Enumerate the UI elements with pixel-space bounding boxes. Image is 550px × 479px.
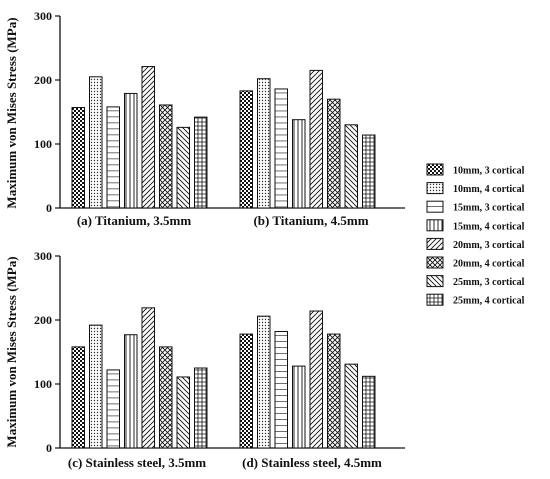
- legend-label: 10mm, 3 cortical: [453, 166, 525, 177]
- y-tick-label: 0: [46, 201, 52, 215]
- legend-label: 15mm, 3 cortical: [453, 203, 525, 214]
- bar: [309, 69, 323, 209]
- legend-label: 25mm, 4 cortical: [453, 296, 525, 307]
- bar: [292, 365, 306, 449]
- bar: [327, 98, 341, 209]
- legend-label: 15mm, 4 cortical: [453, 221, 525, 232]
- bar: [362, 375, 376, 449]
- bar: [141, 307, 155, 449]
- bar: [274, 88, 288, 209]
- bar: [344, 124, 358, 209]
- y-axis-label-bottom: Maximum von Mises Stress (MPa): [4, 256, 19, 447]
- legend-label: 20mm, 3 cortical: [453, 240, 525, 251]
- bar: [124, 92, 138, 209]
- bar: [141, 66, 155, 209]
- bar: [159, 104, 173, 209]
- bar: [344, 363, 358, 449]
- legend-swatch: [426, 275, 444, 288]
- bar: [194, 116, 208, 209]
- bar: [309, 310, 323, 449]
- legend: 10mm, 3 cortical 10mm, 4 cortical 15mm, 3 …: [426, 163, 525, 307]
- panel-b-caption: (b) Titanium, 4.5mm: [253, 213, 368, 228]
- legend-label: 20mm, 4 cortical: [453, 259, 525, 270]
- y-tick-label: 100: [34, 377, 52, 391]
- y-tick-label: 100: [34, 137, 52, 151]
- bar: [176, 126, 190, 209]
- bar: [327, 333, 341, 449]
- bar: [106, 106, 120, 209]
- bar: [176, 376, 190, 449]
- bar: [159, 346, 173, 449]
- bar: [71, 346, 85, 449]
- y-axis-label-top: Maximum von Mises Stress (MPa): [4, 17, 19, 208]
- y-tick-label: 300: [34, 249, 52, 263]
- bar: [89, 76, 103, 209]
- y-tick-label: 200: [34, 313, 52, 327]
- bar: [124, 334, 138, 449]
- panel-a-caption: (a) Titanium, 3.5mm: [77, 213, 192, 228]
- legend-swatch: [426, 219, 444, 232]
- bar: [362, 134, 376, 209]
- bar: [106, 369, 120, 449]
- y-tick-label: 300: [34, 9, 52, 23]
- bar: [257, 78, 271, 209]
- panel-c-caption: (c) Stainless steel, 3.5mm: [68, 455, 206, 470]
- legend-swatch: [426, 293, 444, 306]
- legend-label: 10mm, 4 cortical: [453, 184, 525, 195]
- bar: [194, 367, 208, 449]
- bars: [71, 66, 376, 449]
- bar: [239, 333, 253, 449]
- bar: [71, 107, 85, 209]
- bar: [292, 119, 306, 209]
- bar: [239, 90, 253, 209]
- panel-d-caption: (d) Stainless steel, 4.5mm: [242, 455, 382, 470]
- y-tick-label: 0: [46, 441, 52, 455]
- bar: [257, 315, 271, 449]
- bar: [89, 324, 103, 449]
- legend-swatch: [426, 256, 444, 269]
- legend-swatch: [426, 182, 444, 195]
- legend-label: 25mm, 3 cortical: [453, 277, 525, 288]
- legend-swatch: [426, 163, 444, 176]
- legend-swatch: [426, 237, 444, 250]
- y-tick-label: 200: [34, 73, 52, 87]
